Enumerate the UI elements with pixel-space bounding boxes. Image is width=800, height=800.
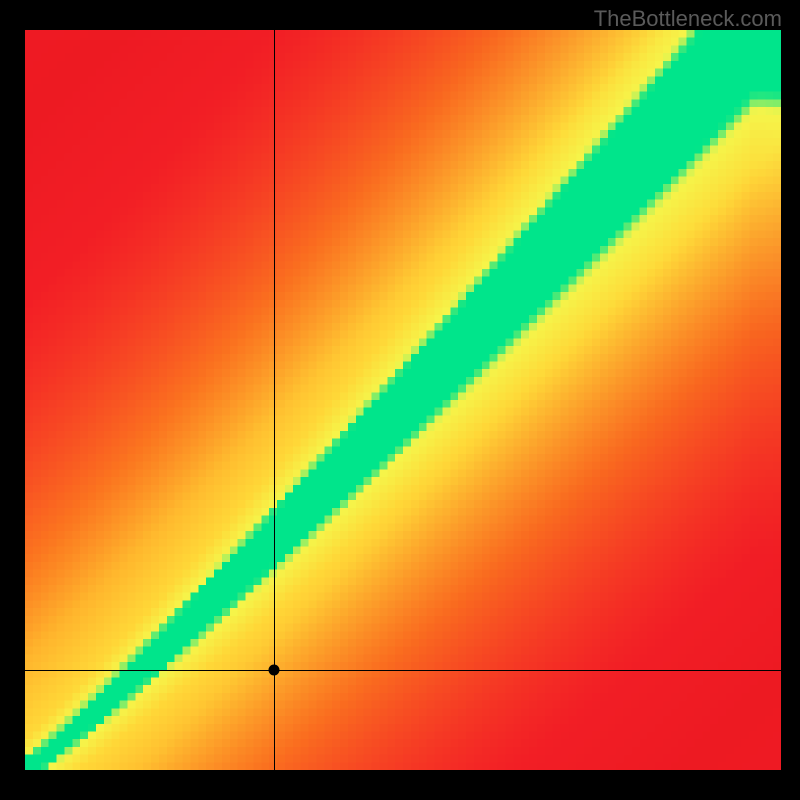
watermark-text: TheBottleneck.com <box>594 6 782 32</box>
heatmap-plot <box>25 30 781 770</box>
heatmap-hit-area[interactable] <box>25 30 781 770</box>
